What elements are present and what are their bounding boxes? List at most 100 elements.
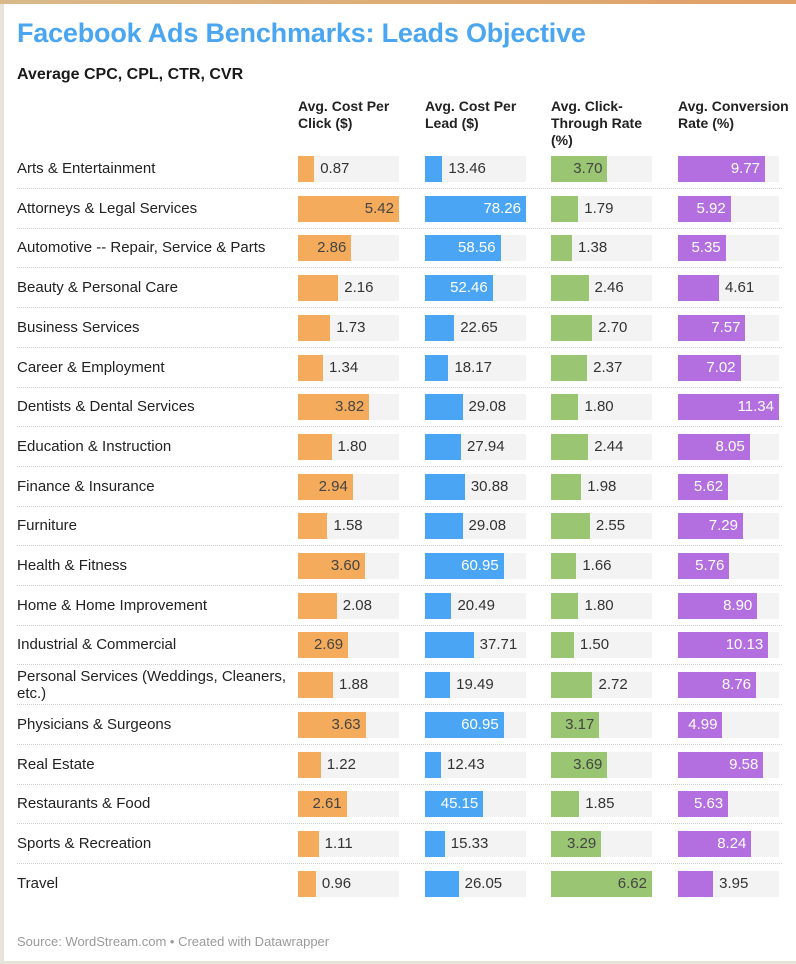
bar-track-cvr: 4.99	[678, 711, 779, 738]
bar-track-cpl: 26.05	[425, 870, 526, 897]
bar-ctr	[551, 791, 580, 818]
bar-cpl	[425, 473, 465, 500]
bar-ctr	[551, 394, 579, 421]
bar-track-cpl: 58.56	[425, 235, 526, 262]
value-label-cpc: 1.88	[339, 676, 369, 694]
table-row: Real Estate 1.22 12.43 3.69 9.58	[17, 745, 782, 785]
bar-track-cvr: 5.76	[678, 553, 779, 579]
value-label-ctr: 1.80	[584, 398, 614, 416]
column-header-ctr: Avg. Click-Through Rate (%)	[551, 98, 642, 148]
value-label-cpl: 58.56	[458, 239, 496, 257]
bar-track-ctr: 3.69	[551, 751, 652, 778]
row-label: Beauty & Personal Care	[17, 279, 178, 297]
value-label-ctr: 1.66	[582, 557, 612, 574]
bar-cpc	[298, 235, 352, 262]
bar-cpl	[425, 195, 526, 222]
value-label-cvr: 11.34	[737, 398, 774, 416]
value-label-cvr: 8.76	[721, 676, 752, 694]
row-label: Home & Home Improvement	[17, 596, 208, 614]
value-label-cpc: 3.60	[330, 557, 361, 574]
bar-track-cpl: 27.94	[425, 433, 526, 460]
source-footer: Source: WordStream.com • Created with Da…	[17, 934, 330, 949]
row-label: Arts & Entertainment	[17, 160, 156, 177]
bar-track-cvr: 3.95	[678, 870, 779, 897]
bar-ctr	[551, 354, 588, 381]
bar-ctr	[551, 473, 582, 500]
value-label-cpc: 5.42	[364, 199, 394, 217]
bar-track-cvr: 10.13	[678, 632, 779, 659]
table-row: Attorneys & Legal Services 5.42 78.26 1.79 5…	[17, 189, 782, 229]
bar-track-cpl: 13.46	[425, 156, 526, 182]
value-label-cpl: 60.95	[461, 715, 499, 733]
bar-ctr	[551, 751, 608, 778]
bar-cpc	[298, 314, 331, 341]
value-label-cpl: 12.43	[447, 755, 485, 773]
value-label-cpl: 45.15	[440, 795, 479, 813]
table-row: Finance & Insurance 2.94 30.88 1.98 5.62	[17, 467, 782, 507]
bar-cpc	[298, 354, 323, 381]
bar-track-cpc: 1.11	[298, 830, 399, 857]
table-row: Education & Instruction 1.80 27.94 2.44 8.05	[17, 427, 782, 467]
bar-ctr	[551, 592, 579, 619]
bar-track-ctr: 2.70	[551, 314, 652, 341]
table-row: Beauty & Personal Care 2.16 52.46 2.46 4.61	[17, 268, 782, 309]
value-label-cpc: 1.11	[324, 834, 353, 852]
bar-track-cpc: 1.22	[298, 751, 399, 778]
value-label-cpc: 1.22	[326, 755, 356, 773]
value-label-cvr: 5.92	[696, 199, 726, 217]
bar-cvr	[678, 156, 766, 182]
bar-track-cvr: 7.57	[678, 314, 779, 341]
value-label-cpl: 27.94	[467, 437, 505, 455]
bar-ctr	[551, 314, 593, 341]
value-label-ctr: 2.37	[593, 358, 623, 376]
value-label-cpc: 1.58	[333, 517, 363, 535]
bar-ctr	[551, 156, 608, 182]
bar-track-cpl: 30.88	[425, 473, 526, 500]
value-label-cvr: 5.35	[691, 239, 721, 257]
chart-subtitle: Average CPC, CPL, CTR, CVR	[17, 66, 244, 83]
value-label-ctr: 1.79	[584, 199, 614, 217]
bar-cpl	[425, 553, 504, 579]
bar-track-cpc: 3.63	[298, 711, 399, 738]
column-header-cpl: Avg. Cost Per Lead ($)	[425, 98, 517, 131]
value-label-cpc: 3.63	[331, 715, 361, 733]
value-label-cpc: 1.34	[328, 358, 359, 376]
value-label-cpl: 37.71	[479, 636, 518, 654]
column-header-cpc: Avg. Cost Per Click ($)	[298, 98, 390, 131]
bar-track-cpl: 19.49	[425, 672, 526, 699]
bar-track-cpl: 45.15	[425, 791, 526, 818]
table-row: Sports & Recreation 1.11 15.33 3.29 8.24	[17, 824, 782, 864]
value-label-cpl: 22.65	[460, 318, 498, 336]
value-label-ctr: 1.50	[579, 636, 610, 654]
value-label-cpl: 52.46	[450, 279, 488, 297]
bar-cvr	[678, 711, 723, 738]
bar-cpl	[425, 156, 443, 182]
bar-track-cvr: 11.34	[678, 394, 779, 421]
top-accent-band	[0, 0, 796, 4]
bar-track-ctr: 1.50	[551, 632, 652, 659]
bar-track-cpc: 0.87	[298, 156, 399, 182]
bar-track-cvr: 9.58	[678, 751, 779, 778]
bar-track-cpc: 1.88	[298, 672, 399, 699]
bar-track-cvr: 8.90	[678, 592, 779, 619]
bar-track-cpc: 3.60	[298, 553, 399, 579]
table-row: Physicians & Surgeons 3.63 60.95 3.17 4.99	[17, 705, 782, 745]
row-label: Business Services	[17, 318, 140, 336]
bar-cvr	[678, 751, 764, 778]
value-label-ctr: 3.29	[567, 834, 597, 852]
value-label-cpl: 26.05	[464, 874, 503, 892]
bar-track-ctr: 2.44	[551, 433, 652, 460]
bar-cpl	[425, 870, 459, 897]
bar-track-cpl: 29.08	[425, 513, 526, 540]
bar-cvr	[678, 235, 726, 262]
table-row: Dentists & Dental Services 3.82 29.08 1.80 1…	[17, 387, 782, 428]
bar-cpl	[425, 672, 451, 699]
value-label-cvr: 4.99	[688, 715, 718, 733]
value-label-ctr: 3.17	[565, 715, 595, 733]
bar-ctr	[551, 830, 602, 857]
value-label-cpc: 2.94	[318, 477, 348, 495]
bar-cpl	[425, 830, 445, 857]
bar-cpc	[298, 632, 349, 659]
bar-track-cpc: 1.58	[298, 513, 399, 540]
value-label-cpc: 3.82	[334, 398, 365, 416]
